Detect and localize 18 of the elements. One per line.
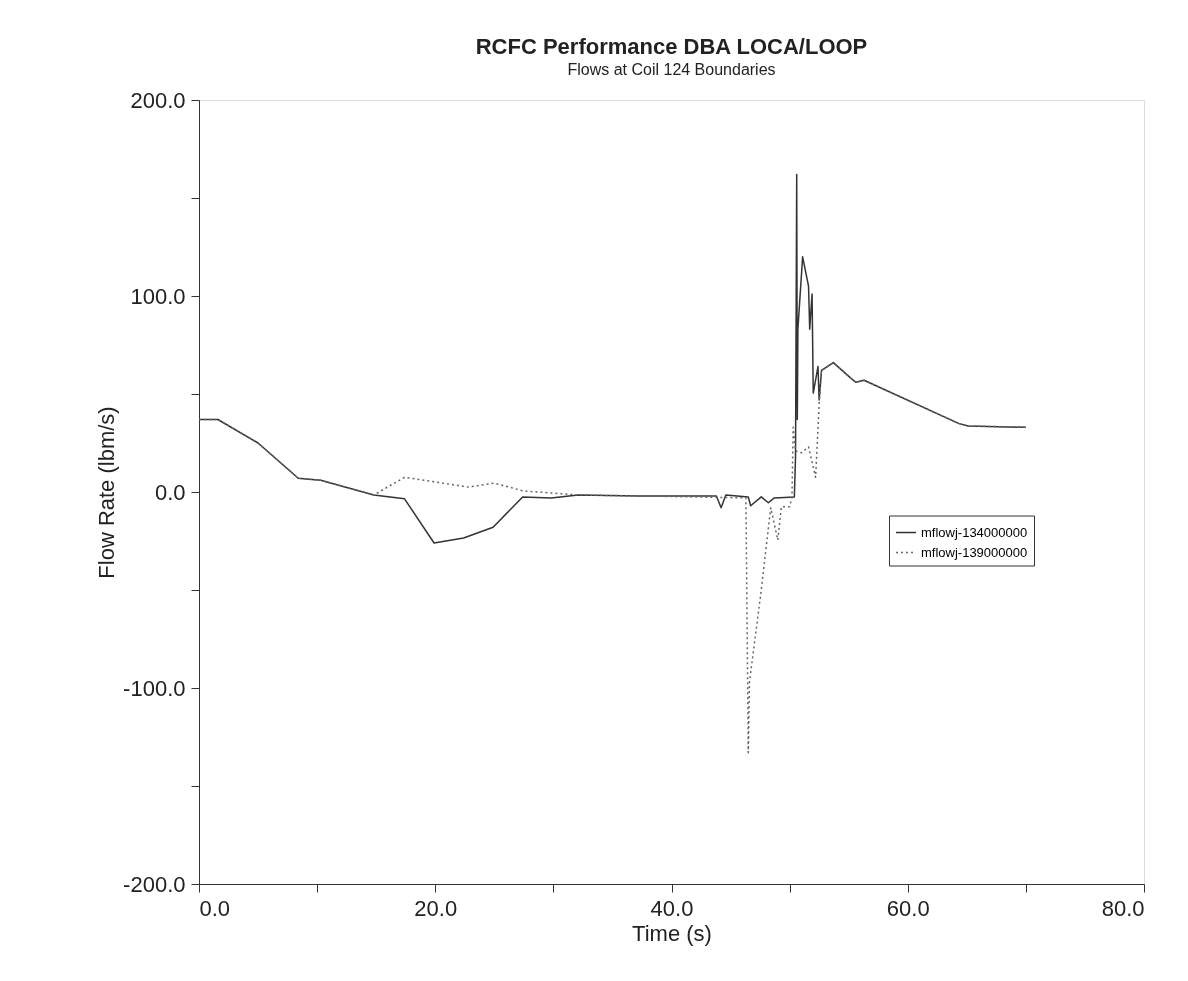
y-tick-label: -100.0 [123, 675, 186, 701]
x-tick-label: 20.0 [414, 895, 458, 921]
y-tick-label: 200.0 [130, 87, 186, 113]
y-tick-label: 100.0 [130, 283, 186, 309]
legend-label: mflowj-134000000 [921, 524, 1028, 540]
x-tick-label: 0.0 [199, 895, 231, 921]
y-tick-label: -200.0 [123, 871, 186, 897]
x-tick-label: 60.0 [886, 895, 930, 921]
x-tick-label: 80.0 [1101, 895, 1145, 921]
chart-title: RCFC Performance DBA LOCA/LOOP [475, 34, 868, 59]
line-series [198, 173, 1027, 544]
line-series [198, 361, 1027, 754]
x-axis-title: Time (s) [632, 920, 712, 946]
y-tick-label: 0.0 [154, 479, 186, 505]
y-axis-title: Flow Rate (lbm/s) [94, 406, 120, 579]
chart-subtitle: Flows at Coil 124 Boundaries [567, 61, 776, 78]
legend-label: mflowj-139000000 [921, 544, 1028, 560]
x-tick-label: 40.0 [650, 895, 694, 921]
